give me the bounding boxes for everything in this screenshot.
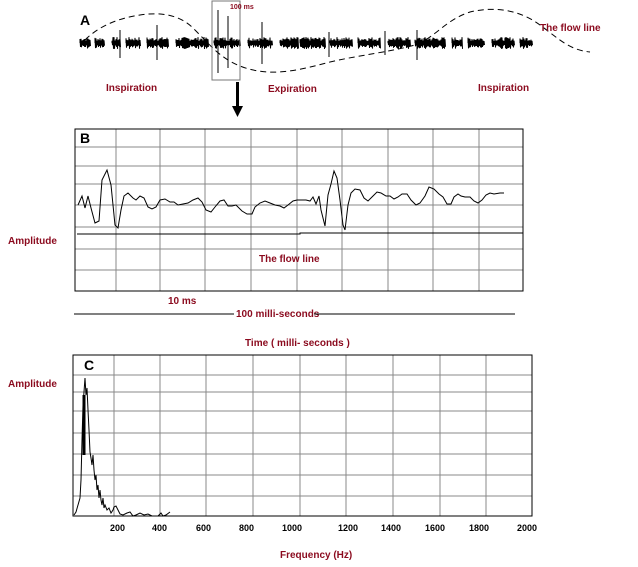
phase-inspiration-1: Inspiration bbox=[106, 83, 157, 94]
flow-line-label-a: The flow line bbox=[540, 23, 601, 34]
flow-line-curve bbox=[84, 8, 591, 73]
down-arrow-icon bbox=[232, 82, 243, 117]
scale-10ms: 10 ms bbox=[168, 296, 197, 307]
panel-c-letter: C bbox=[84, 357, 94, 373]
expanded-waveform bbox=[77, 168, 504, 231]
phase-inspiration-2: Inspiration bbox=[478, 83, 529, 94]
phase-expiration: Expiration bbox=[268, 84, 317, 95]
x-tick: 600 bbox=[196, 523, 211, 533]
x-tick: 1600 bbox=[425, 523, 445, 533]
flow-line-label-b: The flow line bbox=[259, 254, 320, 265]
selection-box bbox=[211, 0, 241, 81]
x-tick: 200 bbox=[110, 523, 125, 533]
flow-line-b bbox=[77, 232, 523, 235]
x-tick: 1000 bbox=[282, 523, 302, 533]
panel-b-letter: B bbox=[80, 130, 90, 146]
box-label: 100 ms bbox=[230, 4, 254, 11]
frequency-spectrum bbox=[73, 377, 171, 517]
panel-a-letter: A bbox=[80, 12, 90, 28]
x-tick: 1400 bbox=[381, 523, 401, 533]
scale-100ms: 100 milli-seconds bbox=[236, 309, 320, 320]
x-tick-labels: 200 400 600 800 1000 1200 1400 1600 1800… bbox=[110, 523, 537, 533]
x-tick: 2000 bbox=[517, 523, 537, 533]
panel-b-ylabel: Amplitude bbox=[8, 236, 57, 247]
panel-c-ylabel: Amplitude bbox=[8, 379, 57, 390]
x-tick: 400 bbox=[152, 523, 167, 533]
panel-c-grid bbox=[72, 354, 533, 517]
panel-b-xlabel: Time ( milli- seconds ) bbox=[245, 338, 350, 349]
signal-bursts bbox=[79, 10, 533, 73]
panel-c-xlabel: Frequency (Hz) bbox=[280, 550, 352, 561]
x-tick: 1800 bbox=[469, 523, 489, 533]
x-tick: 1200 bbox=[338, 523, 358, 533]
lung-sound-signal bbox=[79, 10, 533, 73]
x-tick: 800 bbox=[239, 523, 254, 533]
panel-b-grid bbox=[74, 128, 524, 292]
